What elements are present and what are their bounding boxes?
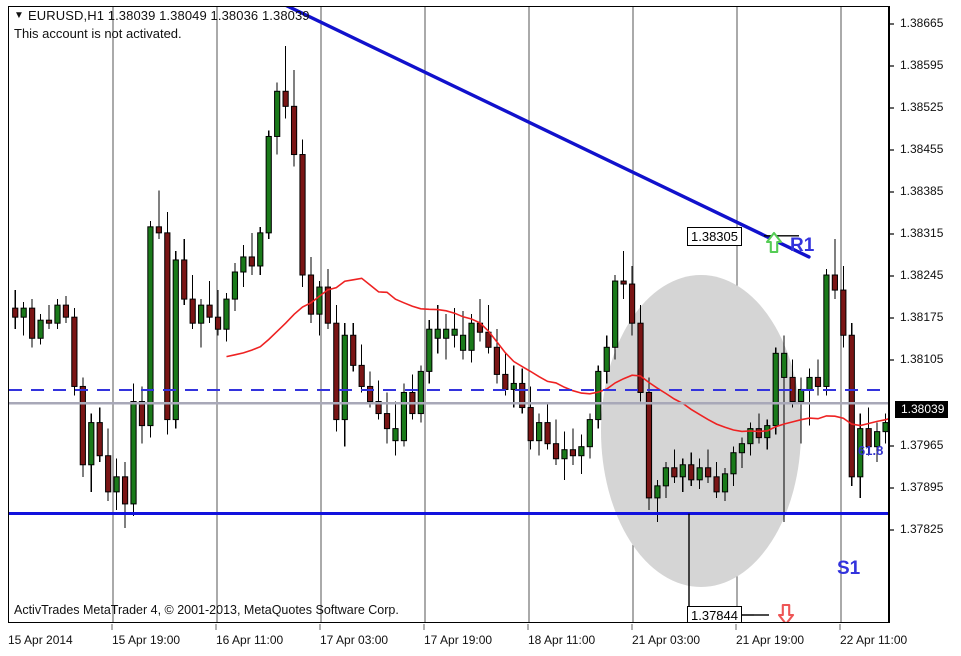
chart-canvas[interactable]: R1 S1 61.8 1.38305 1.37844 bbox=[8, 6, 889, 623]
symbol-quote-text: EURUSD,H1 1.38039 1.38049 1.38036 1.3803… bbox=[28, 8, 310, 23]
symbol-quote-line: ▼ EURUSD,H1 1.38039 1.38049 1.38036 1.380… bbox=[14, 8, 310, 23]
price-axis-tick: 1.38245 bbox=[900, 268, 944, 282]
price-axis-tick: 1.38665 bbox=[900, 16, 944, 30]
price-axis-tick: 1.37965 bbox=[900, 438, 944, 452]
price-axis[interactable]: 1.38665 1.38595 1.38525 1.38455 1.38385 1.383… bbox=[889, 6, 953, 623]
resistance-label-r1: R1 bbox=[790, 235, 815, 256]
account-status-text: This account is not activated. bbox=[14, 26, 182, 41]
current-price-tag: 1.38039 bbox=[895, 401, 949, 419]
triangle-down-icon[interactable]: ▼ bbox=[14, 10, 24, 21]
time-axis-tick: 15 Apr 19:00 bbox=[112, 633, 181, 647]
price-axis-ticks bbox=[889, 6, 894, 623]
copyright-text: ActivTrades MetaTrader 4, © 2001-2013, M… bbox=[14, 603, 399, 617]
support-price-box: 1.37844 bbox=[687, 606, 742, 622]
time-axis-tick: 17 Apr 19:00 bbox=[424, 633, 493, 647]
time-axis-ticks bbox=[111, 624, 841, 630]
price-axis-tick: 1.38525 bbox=[900, 100, 944, 114]
price-axis-tick: 1.38105 bbox=[900, 352, 944, 366]
chart-svg bbox=[9, 7, 888, 622]
price-axis-tick: 1.38175 bbox=[900, 310, 944, 324]
fib-618-label: 61.8 bbox=[858, 443, 884, 458]
price-axis-tick: 1.38595 bbox=[900, 58, 944, 72]
time-axis-tick: 22 Apr 11:00 bbox=[840, 633, 908, 647]
price-axis-tick: 1.38315 bbox=[900, 226, 944, 240]
resistance-price-box: 1.38305 bbox=[687, 226, 742, 246]
time-axis-tick: 18 Apr 11:00 bbox=[528, 633, 596, 647]
price-axis-tick: 1.37825 bbox=[900, 522, 944, 536]
price-axis-tick: 1.37895 bbox=[900, 480, 944, 494]
time-axis-tick: 21 Apr 19:00 bbox=[736, 633, 805, 647]
time-axis[interactable]: 15 Apr 2014 15 Apr 19:00 16 Apr 11:00 17 Ap… bbox=[8, 624, 953, 654]
time-axis-tick: 16 Apr 11:00 bbox=[216, 633, 284, 647]
time-axis-tick: 15 Apr 2014 bbox=[8, 633, 73, 647]
price-axis-tick: 1.38455 bbox=[900, 142, 944, 156]
support-label-s1: S1 bbox=[837, 558, 861, 579]
price-axis-tick: 1.38385 bbox=[900, 184, 944, 198]
time-axis-tick: 17 Apr 03:00 bbox=[320, 633, 389, 647]
time-axis-tick: 21 Apr 03:00 bbox=[632, 633, 701, 647]
